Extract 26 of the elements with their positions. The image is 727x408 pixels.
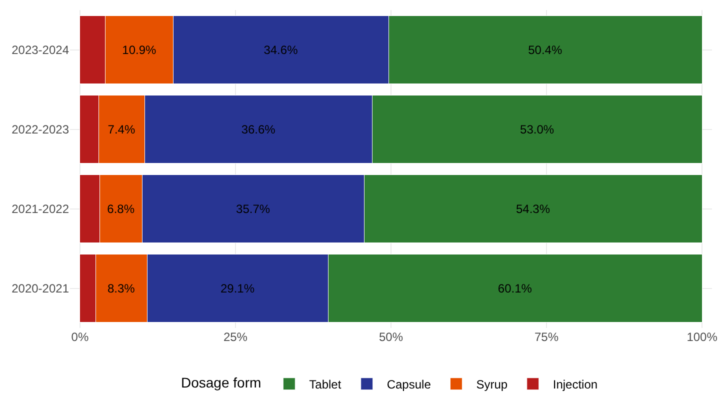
x-tick-label: 75% xyxy=(534,330,559,344)
x-tick-label: 50% xyxy=(378,330,404,344)
data-label: 54.3% xyxy=(516,202,550,216)
data-label: 6.8% xyxy=(107,202,135,216)
legend-label: Capsule xyxy=(386,378,432,392)
data-label: 34.6% xyxy=(264,42,298,57)
data-label: 10.9% xyxy=(122,42,157,57)
x-tick-label: 25% xyxy=(223,330,248,344)
legend-label: Syrup xyxy=(476,378,508,392)
y-tick-label: 2023-2024 xyxy=(12,42,70,57)
legend-label: Tablet xyxy=(309,378,342,392)
y-tick-label: 2021-2022 xyxy=(12,202,70,216)
data-label: 50.4% xyxy=(528,42,562,57)
data-label: 60.1% xyxy=(498,281,532,296)
data-label: 35.7% xyxy=(236,202,270,216)
y-tick-label: 2022-2023 xyxy=(12,122,70,136)
legend-title: Dosage form xyxy=(181,374,262,391)
data-label: 36.6% xyxy=(241,122,276,136)
data-label: 8.3% xyxy=(107,281,136,296)
data-label: 7.4% xyxy=(108,122,136,136)
data-label: 29.1% xyxy=(220,281,255,296)
legend-label: Injection xyxy=(552,378,598,392)
x-tick-label: 0% xyxy=(71,330,89,344)
y-tick-label: 2020-2021 xyxy=(12,281,70,296)
data-label: 53.0% xyxy=(520,122,554,136)
x-tick-label: 100% xyxy=(686,330,718,344)
